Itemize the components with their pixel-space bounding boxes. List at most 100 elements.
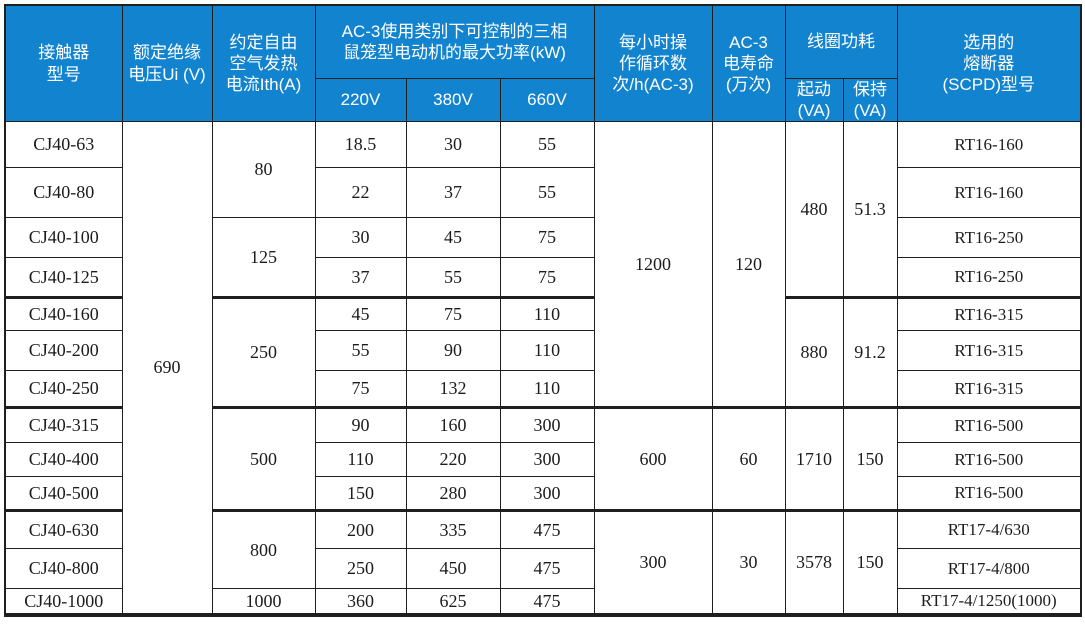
ith-cell: 125 bbox=[211, 217, 316, 299]
life-cell: 30 bbox=[711, 510, 786, 615]
fuse-cell: RT17-4/1250(1000) bbox=[896, 588, 1082, 615]
kw380-cell: 45 bbox=[405, 217, 501, 258]
kw660-cell: 475 bbox=[499, 548, 595, 589]
kw660-cell: 55 bbox=[499, 167, 595, 218]
fuse-cell: RT17-4/800 bbox=[896, 548, 1082, 589]
kw660-cell: 110 bbox=[499, 330, 595, 371]
coil-hold-cell: 51.3 bbox=[842, 121, 898, 299]
kw660-cell: 110 bbox=[499, 297, 595, 331]
kw660-cell: 55 bbox=[499, 121, 595, 168]
cycles-cell: 600 bbox=[593, 407, 713, 512]
kw220-cell: 150 bbox=[314, 476, 407, 512]
coil-hold-cell: 150 bbox=[842, 510, 898, 615]
table-row: CJ40-200 55 90 110 RT16-315 bbox=[4, 330, 1082, 371]
coil-hold-cell: 91.2 bbox=[842, 297, 898, 409]
coil-start-cell: 880 bbox=[784, 297, 844, 409]
cycles-cell: 300 bbox=[593, 510, 713, 615]
kw380-cell: 75 bbox=[405, 297, 501, 331]
header-coil-hold: 保持 (VA) bbox=[842, 77, 898, 122]
kw220-cell: 30 bbox=[314, 217, 407, 258]
kw660-cell: 300 bbox=[499, 442, 595, 477]
fuse-cell: RT16-160 bbox=[896, 167, 1082, 218]
model-cell: CJ40-80 bbox=[4, 167, 123, 218]
table-header: 接触器 型号 额定绝缘 电压Ui (V) 约定自由 空气发热 电流Ith(A) … bbox=[4, 4, 1082, 122]
fuse-cell: RT16-250 bbox=[896, 257, 1082, 299]
cycles-cell: 1200 bbox=[593, 121, 713, 409]
kw660-cell: 75 bbox=[499, 217, 595, 258]
header-220v: 220V bbox=[314, 77, 407, 122]
kw220-cell: 37 bbox=[314, 257, 407, 299]
kw380-cell: 280 bbox=[405, 476, 501, 512]
header-ac3-max-power: AC-3使用类别下可控制的三相 鼠笼型电动机的最大功率(kW) bbox=[314, 4, 595, 79]
table-row: CJ40-400 110 220 300 RT16-500 bbox=[4, 442, 1082, 477]
kw220-cell: 45 bbox=[314, 297, 407, 331]
kw660-cell: 75 bbox=[499, 257, 595, 299]
kw660-cell: 110 bbox=[499, 370, 595, 409]
kw220-cell: 200 bbox=[314, 510, 407, 549]
model-cell: CJ40-1000 bbox=[4, 588, 123, 615]
kw220-cell: 22 bbox=[314, 167, 407, 218]
model-cell: CJ40-800 bbox=[4, 548, 123, 589]
kw220-cell: 55 bbox=[314, 330, 407, 371]
header-operating-cycles: 每小时操 作循环数 次/h(AC-3) bbox=[593, 4, 713, 122]
model-cell: CJ40-63 bbox=[4, 121, 123, 168]
kw380-cell: 37 bbox=[405, 167, 501, 218]
table-row: CJ40-100 125 30 45 75 RT16-250 bbox=[4, 217, 1082, 299]
kw660-cell: 300 bbox=[499, 407, 595, 443]
coil-start-cell: 1710 bbox=[784, 407, 844, 512]
fuse-cell: RT16-160 bbox=[896, 121, 1082, 168]
kw380-cell: 132 bbox=[405, 370, 501, 409]
contactor-spec-table: 接触器 型号 额定绝缘 电压Ui (V) 约定自由 空气发热 电流Ith(A) … bbox=[4, 4, 1083, 617]
table-row: CJ40-125 37 55 75 RT16-250 bbox=[4, 257, 1082, 299]
table-row: CJ40-63 690 80 18.5 30 55 1200 120 480 5… bbox=[4, 121, 1082, 615]
kw660-cell: 475 bbox=[499, 588, 595, 615]
fuse-cell: RT16-500 bbox=[896, 442, 1082, 477]
header-conventional-thermal-current: 约定自由 空气发热 电流Ith(A) bbox=[211, 4, 316, 122]
model-cell: CJ40-400 bbox=[4, 442, 123, 477]
header-660v: 660V bbox=[499, 77, 595, 122]
coil-start-cell: 3578 bbox=[784, 510, 844, 615]
table-row: CJ40-315 500 90 160 300 600 60 1710 150 … bbox=[4, 407, 1082, 512]
ith-cell: 250 bbox=[211, 297, 316, 409]
coil-hold-cell: 150 bbox=[842, 407, 898, 512]
kw220-cell: 18.5 bbox=[314, 121, 407, 168]
header-380v: 380V bbox=[405, 77, 501, 122]
kw220-cell: 250 bbox=[314, 548, 407, 589]
ith-cell: 500 bbox=[211, 407, 316, 512]
table-row: CJ40-250 75 132 110 RT16-315 bbox=[4, 370, 1082, 409]
life-cell: 60 bbox=[711, 407, 786, 512]
kw380-cell: 30 bbox=[405, 121, 501, 168]
header-fuse-type: 选用的 熔断器 (SCPD)型号 bbox=[896, 4, 1082, 122]
kw220-cell: 360 bbox=[314, 588, 407, 615]
header-contactor-model: 接触器 型号 bbox=[4, 4, 123, 122]
fuse-cell: RT16-315 bbox=[896, 297, 1082, 331]
table-row: CJ40-630 800 200 335 475 300 30 3578 150… bbox=[4, 510, 1082, 615]
kw660-cell: 475 bbox=[499, 510, 595, 549]
kw380-cell: 55 bbox=[405, 257, 501, 299]
kw220-cell: 110 bbox=[314, 442, 407, 477]
kw660-cell: 300 bbox=[499, 476, 595, 512]
coil-start-cell: 480 bbox=[784, 121, 844, 299]
life-cell: 120 bbox=[711, 121, 786, 409]
fuse-cell: RT16-315 bbox=[896, 330, 1082, 371]
header-coil-start: 起动 (VA) bbox=[784, 77, 844, 122]
fuse-cell: RT16-315 bbox=[896, 370, 1082, 409]
fuse-cell: RT16-500 bbox=[896, 407, 1082, 443]
table-body: CJ40-63 690 80 18.5 30 55 1200 120 480 5… bbox=[4, 121, 1082, 615]
model-cell: CJ40-500 bbox=[4, 476, 123, 512]
model-cell: CJ40-100 bbox=[4, 217, 123, 258]
model-cell: CJ40-125 bbox=[4, 257, 123, 299]
table-row: CJ40-80 22 37 55 RT16-160 bbox=[4, 167, 1082, 218]
model-cell: CJ40-200 bbox=[4, 330, 123, 371]
kw380-cell: 450 bbox=[405, 548, 501, 589]
fuse-cell: RT16-250 bbox=[896, 217, 1082, 258]
fuse-cell: RT17-4/630 bbox=[896, 510, 1082, 549]
model-cell: CJ40-250 bbox=[4, 370, 123, 409]
model-cell: CJ40-315 bbox=[4, 407, 123, 443]
ith-cell: 80 bbox=[211, 121, 316, 218]
table-row: CJ40-1000 1000 360 625 475 RT17-4/1250(1… bbox=[4, 588, 1082, 615]
ith-cell: 1000 bbox=[211, 588, 316, 615]
header-rated-insulation-voltage: 额定绝缘 电压Ui (V) bbox=[121, 4, 213, 122]
ith-cell: 800 bbox=[211, 510, 316, 589]
header-coil-power: 线圈功耗 bbox=[784, 4, 898, 79]
